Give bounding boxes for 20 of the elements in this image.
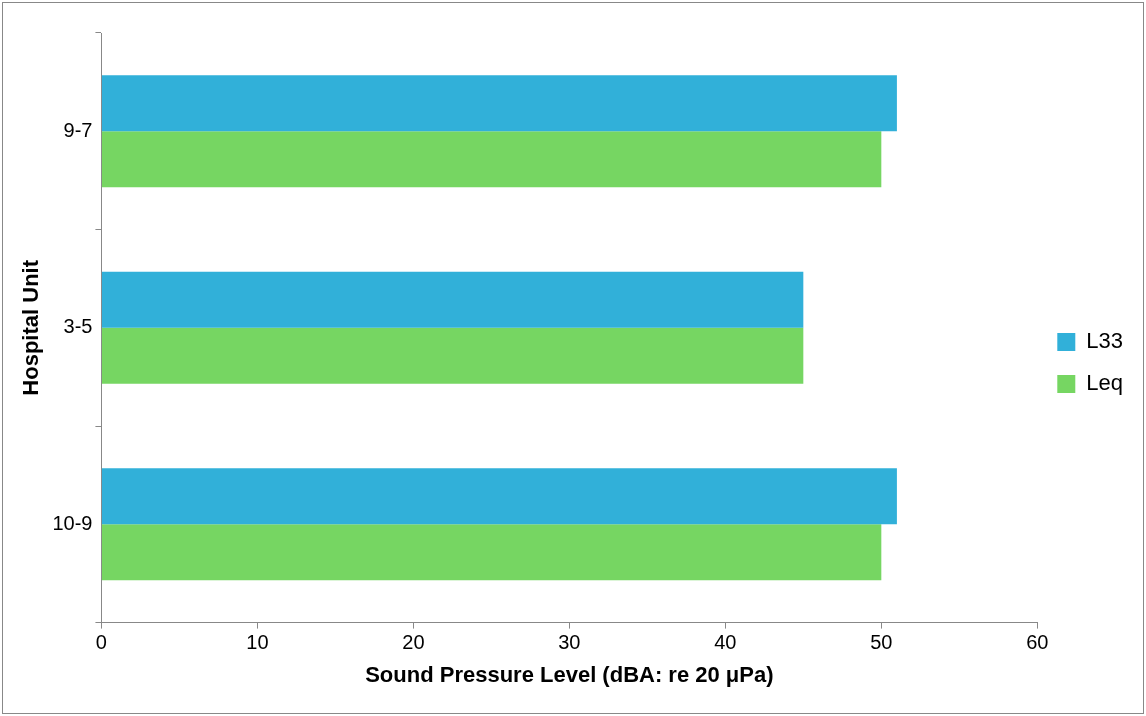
- x-tick-label: 60: [1026, 631, 1049, 654]
- x-tick-label: 30: [558, 631, 581, 654]
- legend-label: Leq: [1086, 370, 1124, 396]
- bar: [101, 468, 897, 525]
- bar: [101, 524, 882, 581]
- bar: [101, 75, 897, 132]
- bar: [101, 327, 804, 384]
- x-tick-label: 50: [870, 631, 893, 654]
- x-tick-label: 20: [402, 631, 425, 654]
- legend-label: L33: [1086, 328, 1124, 354]
- bar: [101, 131, 882, 188]
- y-tick-label: 10-9: [52, 511, 93, 534]
- x-tick-label: 0: [95, 631, 107, 654]
- y-tick-label: 9-7: [63, 118, 93, 141]
- x-tick-label: 40: [714, 631, 737, 654]
- y-tick-label: 3-5: [63, 315, 93, 338]
- bar: [101, 271, 804, 328]
- x-tick-label: 10: [246, 631, 269, 654]
- y-axis-title: Hospital Unit: [18, 259, 44, 396]
- x-axis-title: Sound Pressure Level (dBA: re 20 μPa): [365, 661, 774, 687]
